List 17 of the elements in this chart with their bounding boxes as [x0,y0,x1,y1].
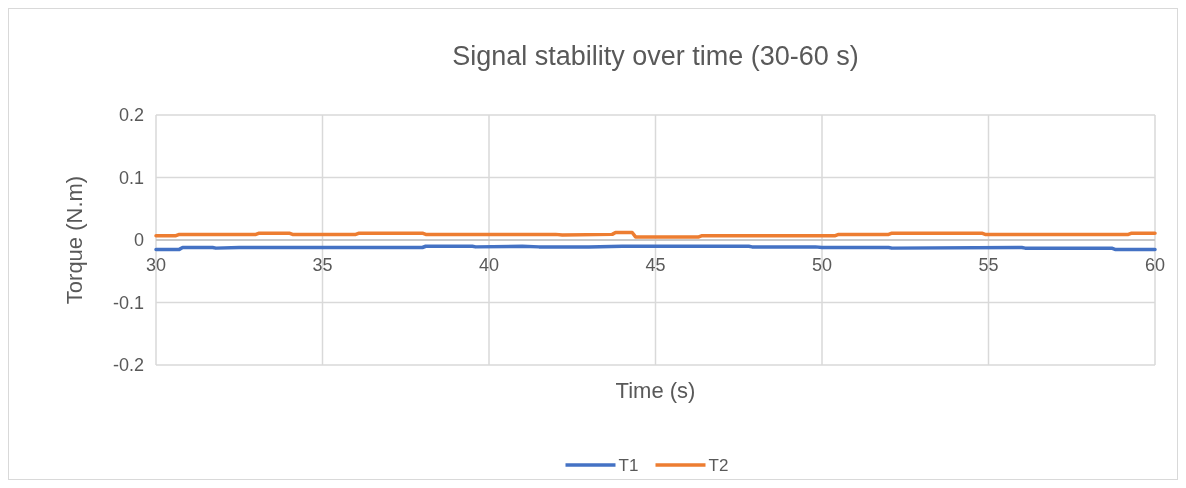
x-tick-label: 35 [312,255,333,275]
y-tick-label: 0 [133,230,144,251]
chart-title: Signal stability over time (30-60 s) [452,41,859,71]
x-axis-title: Time (s) [615,378,696,403]
y-tick-label: 0.2 [118,105,144,126]
y-axis-title: Torque (N.m) [62,175,87,305]
x-tick-label: 45 [645,255,666,275]
x-tick-label: 50 [811,255,833,275]
y-tick-label: -0.2 [112,355,144,376]
y-tick-label: -0.1 [112,292,144,313]
x-tick-label: 30 [145,255,167,275]
legend-label: T2 [708,455,729,475]
legend-label: T1 [618,455,639,475]
y-tick-label: 0.1 [118,167,144,188]
x-tick-label: 55 [978,255,999,275]
x-tick-label: 40 [478,255,500,275]
x-tick-label: 60 [1144,255,1166,275]
